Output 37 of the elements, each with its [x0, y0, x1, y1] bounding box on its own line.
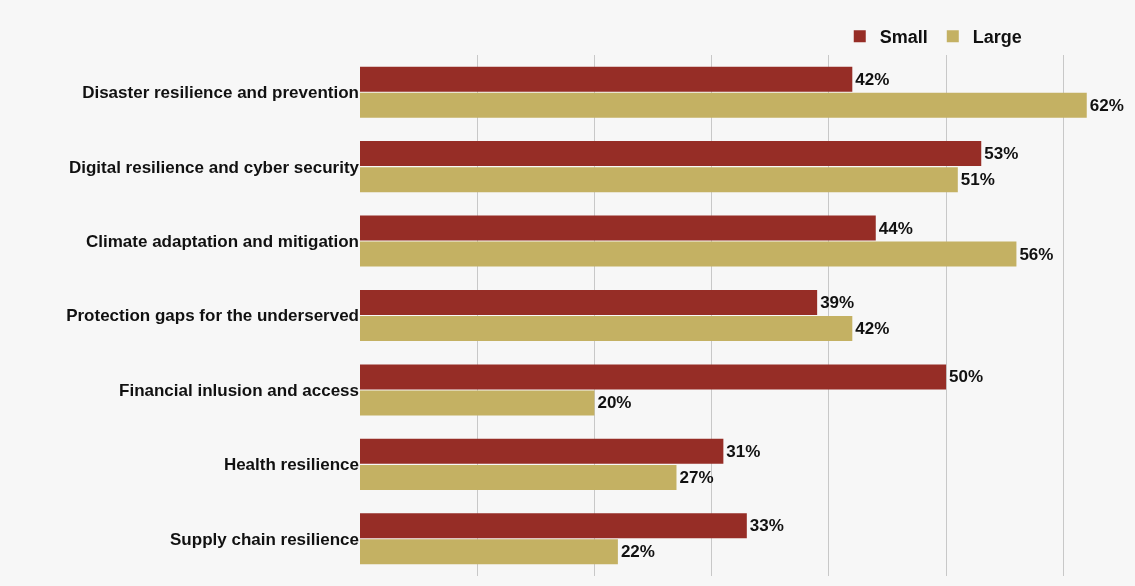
y-tick-label: Health resilience — [223, 455, 359, 475]
data-label: 42% — [855, 69, 890, 89]
data-label: 51% — [960, 170, 995, 190]
data-label: 56% — [1019, 244, 1054, 264]
y-tick-label: Protection gaps for the underserved — [66, 306, 359, 326]
bar — [360, 241, 1017, 267]
y-tick-label: Disaster resilience and prevention — [82, 83, 359, 103]
bar — [360, 289, 818, 315]
data-label: 53% — [984, 144, 1019, 164]
data-label: 22% — [620, 542, 655, 562]
data-label: 33% — [749, 516, 784, 536]
bar — [360, 66, 853, 92]
data-label: 42% — [855, 319, 890, 339]
bar — [360, 215, 876, 241]
bar — [360, 390, 595, 416]
data-label: 50% — [949, 367, 984, 387]
y-tick-label: Supply chain resilience — [170, 529, 359, 549]
bar — [360, 438, 724, 464]
bar — [360, 513, 747, 539]
legend-label: Small — [879, 27, 928, 48]
y-tick-label: Financial inlusion and access — [119, 380, 359, 400]
legend-label: Large — [972, 27, 1022, 48]
data-label: 62% — [1089, 95, 1124, 115]
bar — [360, 539, 618, 565]
bar — [360, 364, 947, 390]
bar — [360, 316, 853, 342]
data-label: 39% — [820, 292, 855, 312]
data-label: 20% — [597, 393, 632, 413]
data-label: 44% — [878, 218, 913, 238]
data-label: 27% — [679, 467, 714, 487]
bar — [360, 92, 1087, 118]
bar — [360, 167, 958, 193]
bar — [360, 141, 982, 167]
data-label: 31% — [726, 441, 761, 461]
bar — [360, 464, 677, 490]
y-tick-label: Climate adaptation and mitigation — [86, 232, 359, 252]
y-tick-label: Digital resilience and cyber security — [68, 157, 360, 177]
